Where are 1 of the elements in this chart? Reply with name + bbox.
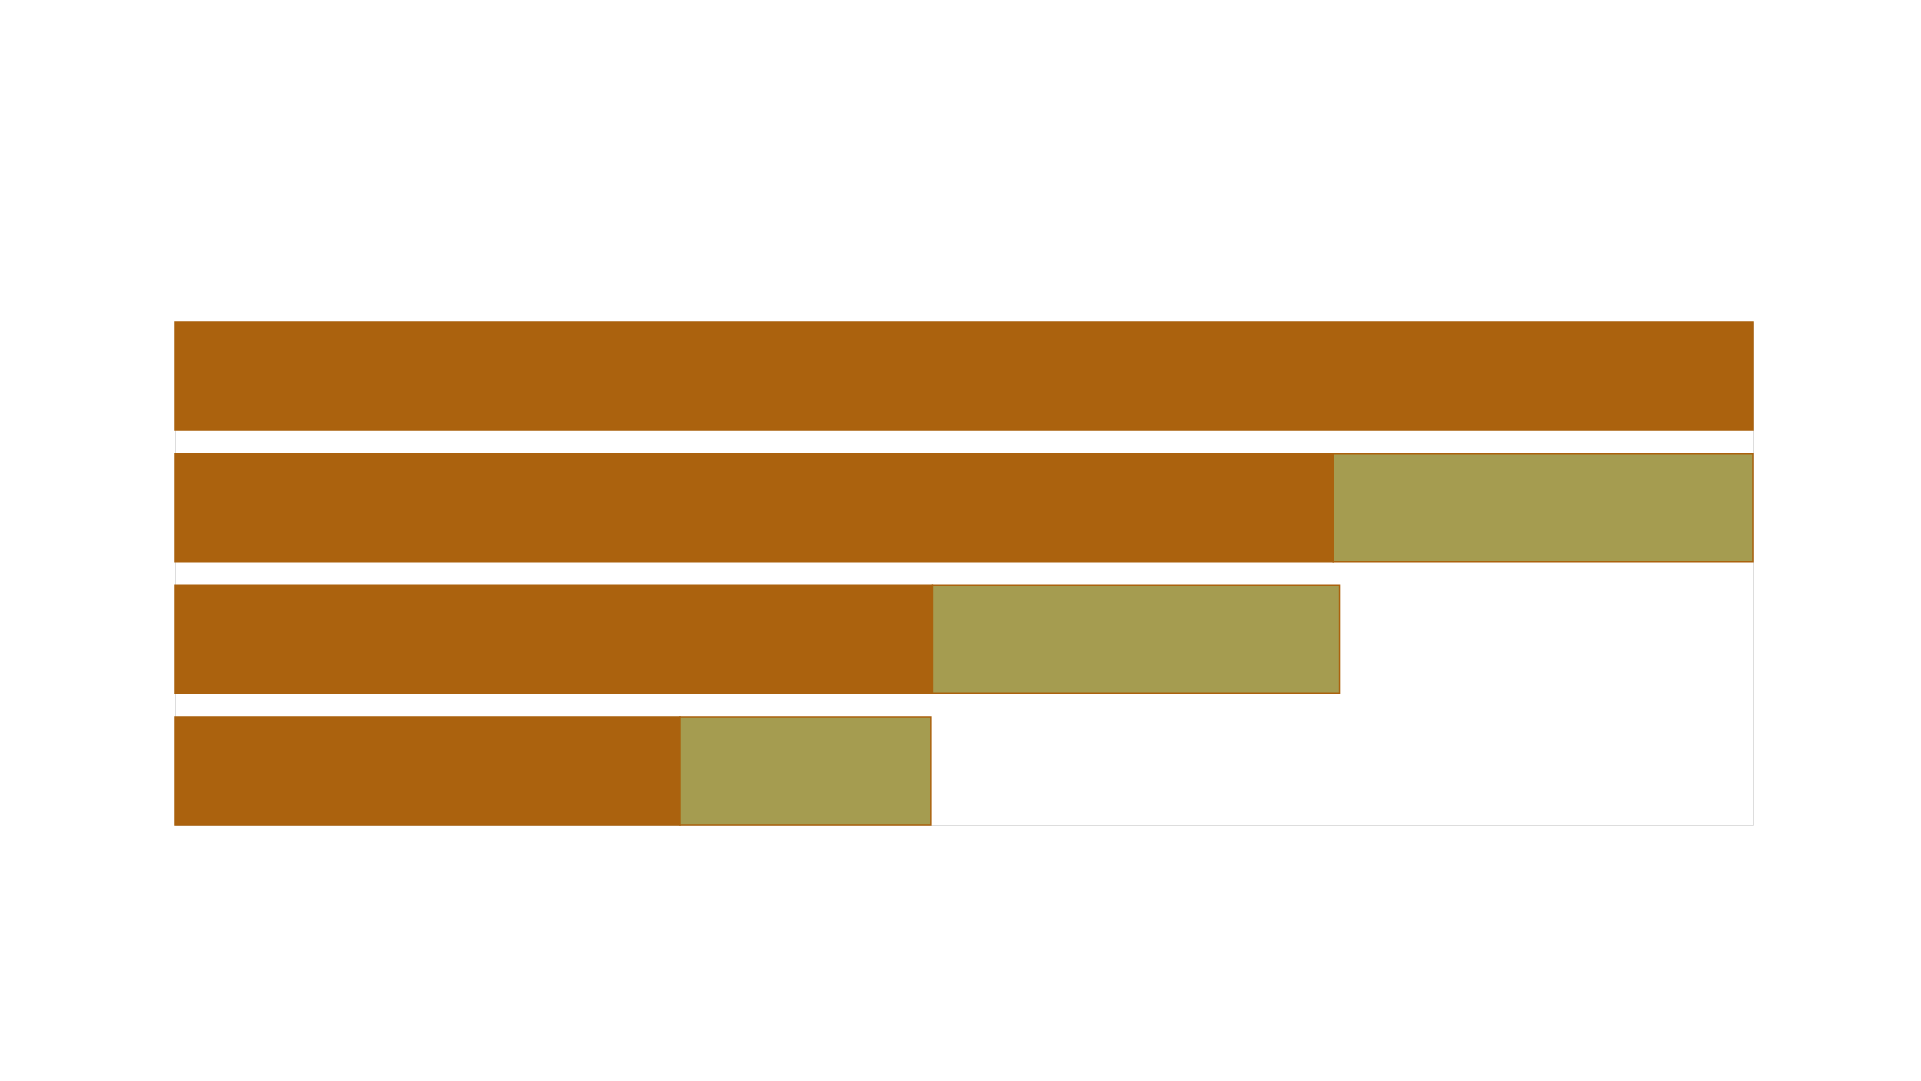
bar <box>174 321 1754 431</box>
